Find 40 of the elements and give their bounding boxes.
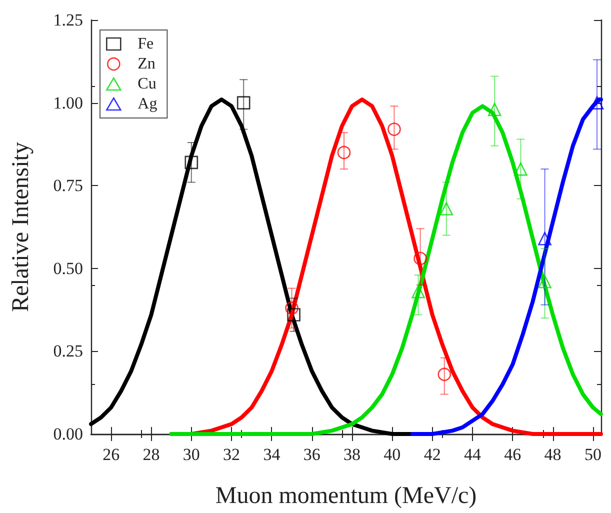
- x-tick-label: 50: [584, 445, 602, 464]
- x-tick-label: 42: [424, 445, 441, 464]
- point: [440, 202, 454, 216]
- y-axis-title: Relative Intensity: [8, 142, 34, 312]
- x-tick-label: 34: [263, 445, 281, 464]
- legend-label: Zn: [138, 56, 156, 72]
- legend-label: Fe: [138, 36, 154, 52]
- point: [414, 252, 427, 266]
- y-tick-label: 0.25: [53, 342, 83, 361]
- y-tick-label: 0.00: [53, 424, 83, 444]
- x-tick-label: 28: [142, 445, 160, 464]
- x-tick-label: 32: [223, 445, 240, 464]
- x-tick-label: 46: [504, 445, 522, 464]
- x-tick-label: 44: [464, 445, 482, 464]
- point: [438, 368, 452, 382]
- x-tick-label: 40: [384, 445, 401, 464]
- point: [184, 156, 198, 170]
- point: [514, 162, 528, 176]
- x-axis-title: Muon momentum (MeV/c): [215, 483, 477, 509]
- point: [236, 96, 250, 110]
- y-tick-label: 0.75: [53, 176, 83, 196]
- x-tick-label: 36: [303, 445, 320, 464]
- y-tick-label: 1.00: [53, 93, 83, 112]
- line-series: [410, 97, 603, 436]
- point: [412, 284, 425, 298]
- x-tick-label: 38: [344, 445, 361, 464]
- point: [337, 146, 351, 160]
- y-tick-label: 1.25: [53, 10, 83, 30]
- point: [285, 301, 298, 315]
- point: [488, 102, 502, 116]
- legend-label: Ag: [138, 96, 158, 112]
- y-tick-label: 0.50: [53, 258, 83, 278]
- point: [538, 232, 552, 246]
- x-tick-label: 30: [182, 445, 200, 464]
- point: [538, 275, 552, 288]
- x-tick-label: 48: [544, 445, 562, 464]
- legend-label: Cu: [138, 76, 156, 92]
- point: [287, 308, 300, 322]
- x-tick-label: 26: [102, 445, 120, 464]
- point: [388, 122, 401, 136]
